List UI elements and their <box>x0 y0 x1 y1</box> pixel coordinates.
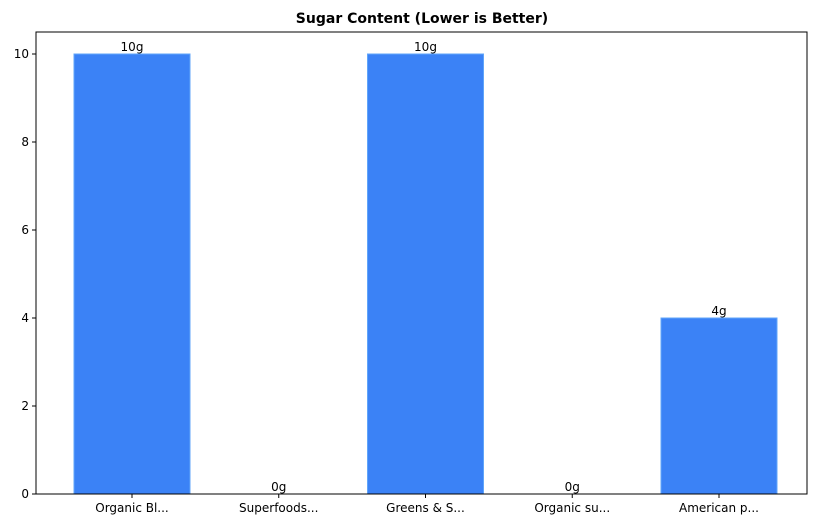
x-tick-label: Greens & S... <box>386 501 465 515</box>
y-tick-label: 6 <box>21 223 29 237</box>
x-tick-label: American p... <box>679 501 759 515</box>
x-axis: Organic Bl... Superfoods... Greens & S... O… <box>95 494 759 515</box>
bar-value-label: 10g <box>121 40 144 54</box>
bar <box>367 53 484 495</box>
y-tick-label: 10 <box>14 47 29 61</box>
bar-value-label: 10g <box>414 40 437 54</box>
y-tick-label: 2 <box>21 399 29 413</box>
y-tick-label: 0 <box>21 487 29 501</box>
bar <box>73 53 191 495</box>
bars-group: 10g 0g 10g 0g 4g <box>73 40 778 495</box>
y-axis: 0 2 4 6 8 10 <box>14 47 36 501</box>
bar-value-label: 4g <box>711 304 726 318</box>
chart-title: Sugar Content (Lower is Better) <box>296 11 548 27</box>
x-tick-label: Superfoods... <box>239 501 318 515</box>
bar-value-label: 0g <box>565 480 580 494</box>
y-tick-label: 8 <box>21 135 29 149</box>
x-tick-label: Organic su... <box>534 501 610 515</box>
y-tick-label: 4 <box>21 311 29 325</box>
bar <box>660 317 778 495</box>
plot-frame <box>35 31 808 495</box>
x-tick-label: Organic Bl... <box>95 501 169 515</box>
bar-value-label: 0g <box>271 480 286 494</box>
